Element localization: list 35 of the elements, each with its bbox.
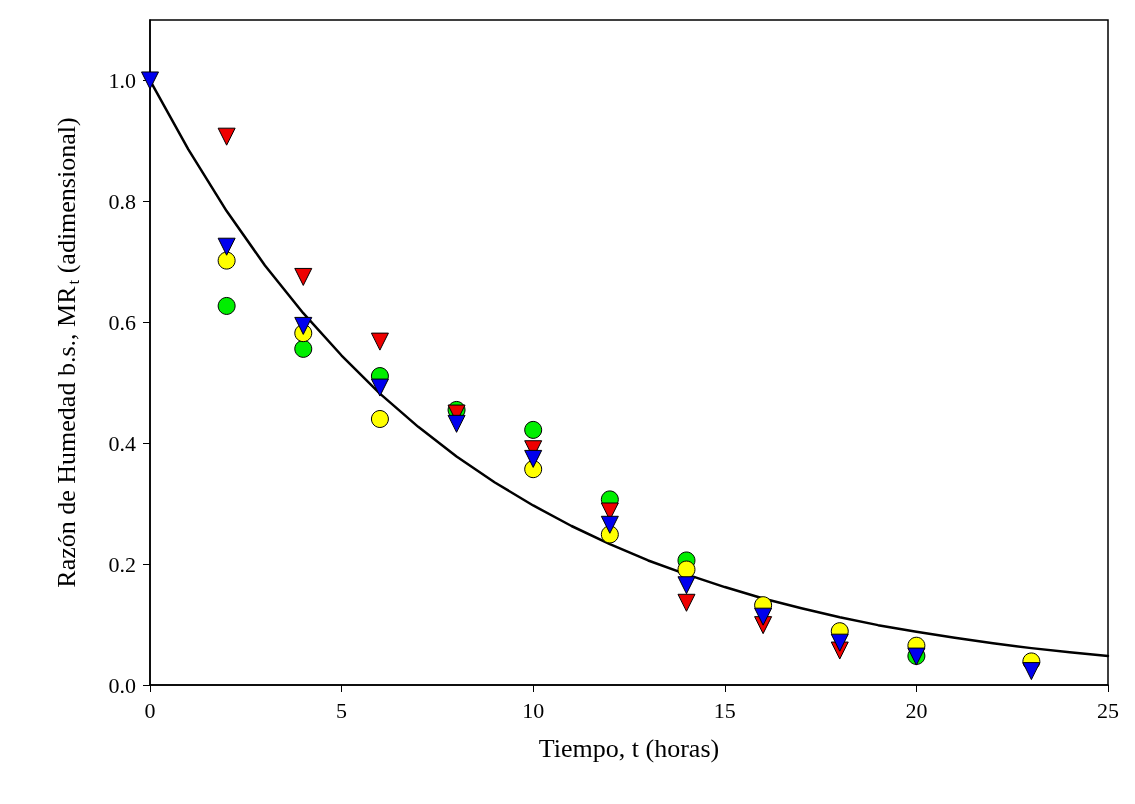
y-tick-label: 0.2 xyxy=(108,551,136,577)
x-tick-label: 25 xyxy=(1097,697,1119,723)
point xyxy=(677,576,696,595)
y-tick-label: 0.4 xyxy=(108,430,136,456)
point xyxy=(217,127,236,146)
x-tick-label: 5 xyxy=(336,697,348,723)
x-tick-label: 10 xyxy=(522,697,545,723)
x-axis-title: Tiempo, t (horas) xyxy=(538,733,720,763)
y-tick-label: 1.0 xyxy=(108,67,136,93)
point xyxy=(524,449,543,468)
point xyxy=(677,560,696,579)
point xyxy=(294,339,313,358)
point xyxy=(294,316,313,335)
point xyxy=(830,633,849,652)
y-axis-title: Razón de Humedad b.s., MRt (adimensional) xyxy=(52,117,83,588)
x-tick-label: 15 xyxy=(713,697,736,723)
x-tick-label: 20 xyxy=(905,697,928,723)
point xyxy=(447,414,466,433)
y-tick-label: 0.0 xyxy=(108,672,136,698)
point xyxy=(217,237,236,256)
point xyxy=(370,378,389,397)
point xyxy=(524,420,543,439)
point xyxy=(217,296,236,315)
point xyxy=(294,267,313,286)
point xyxy=(370,332,389,351)
y-tick-label: 0.8 xyxy=(108,188,136,214)
point xyxy=(370,410,389,428)
point xyxy=(677,593,696,612)
point xyxy=(600,515,619,534)
point xyxy=(754,607,773,626)
x-tick-label: 0 xyxy=(144,697,156,723)
point xyxy=(1022,662,1041,681)
point xyxy=(141,71,159,90)
point xyxy=(217,251,236,270)
y-tick-label: 0.6 xyxy=(108,309,136,335)
